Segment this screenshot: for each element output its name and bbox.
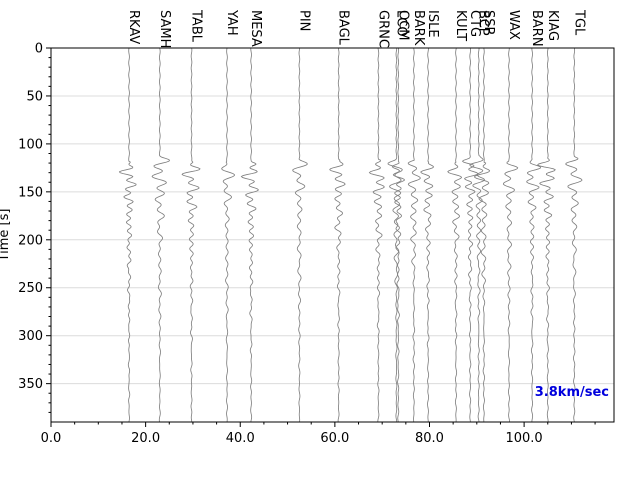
station-label-tabl: TABL [189, 9, 204, 43]
trace-ssp [474, 47, 491, 423]
y-tick-label-100: 100 [18, 137, 43, 152]
trace-samh [151, 47, 171, 423]
y-tick-label-50: 50 [26, 89, 43, 104]
trace-bcp [469, 48, 485, 423]
trace-kult [447, 47, 463, 423]
x-tick-label-20: 20.0 [131, 431, 160, 446]
trace-mesa [240, 47, 260, 423]
x-tick-label-100: 100.0 [505, 431, 542, 446]
trace-barn [526, 47, 542, 423]
trace-kiag [536, 47, 556, 422]
trace-bagl [329, 47, 346, 423]
trace-yah [221, 47, 235, 423]
y-tick-label-150: 150 [18, 185, 43, 200]
station-label-samh: SAMH [157, 10, 172, 48]
station-label-mesa: MESA [248, 10, 263, 47]
trace-rkav [118, 47, 137, 423]
station-label-bark: BARK [411, 10, 426, 46]
trace-ocm [391, 47, 405, 423]
station-label-lco: LCO [393, 10, 408, 37]
trace-grnc [368, 47, 385, 423]
station-label-yah: YAH [224, 9, 239, 36]
station-label-grnc: GRNC [375, 10, 390, 48]
station-label-ssp: SSP [481, 10, 496, 35]
y-tick-label-0: 0 [35, 42, 43, 57]
y-tick-label-350: 350 [18, 377, 43, 392]
station-label-wax: WAX [506, 10, 521, 40]
y-tick-label-250: 250 [18, 281, 43, 296]
x-tick-label-60: 60.0 [320, 431, 349, 446]
seismic-traces [118, 47, 583, 423]
trace-ctg [461, 47, 479, 423]
station-label-pin: PIN [296, 10, 311, 31]
station-label-rkav: RKAV [126, 10, 141, 44]
plot-frame [50, 47, 615, 423]
station-label-bagl: BAGL [336, 10, 351, 46]
station-label-isle: ISLE [425, 10, 440, 38]
trace-pin [292, 47, 308, 423]
trace-lco [387, 47, 403, 423]
y-tick-label-200: 200 [18, 233, 43, 248]
x-tick-label-40: 40.0 [226, 431, 255, 446]
grid-lines [51, 47, 614, 385]
station-label-kiag: KIAG [545, 10, 560, 41]
station-label-ctg: CTG [467, 10, 482, 37]
trace-bark [407, 47, 421, 423]
trace-tgl [565, 47, 583, 423]
trace-wax [502, 47, 519, 423]
y-tick-label-300: 300 [18, 329, 43, 344]
station-label-tgl: TGL [571, 9, 586, 36]
velocity-annotation: 3.8km/sec [535, 385, 609, 400]
y-axis-title: Time [s] [0, 209, 12, 263]
trace-tabl [181, 47, 201, 423]
station-label-ocm: OCM [395, 10, 410, 41]
station-label-kult: KULT [453, 10, 468, 41]
x-tick-label-0: 0.0 [41, 431, 62, 446]
station-label-bcp: BCP [476, 10, 491, 36]
trace-isle [420, 47, 435, 423]
station-label-barn: BARN [529, 10, 544, 47]
axis-ticks: 0 50 100 150 200 250 300 350 0.0 20.0 40.0 60.0 80.0… [18, 42, 596, 446]
x-tick-label-80: 80.0 [415, 431, 444, 446]
